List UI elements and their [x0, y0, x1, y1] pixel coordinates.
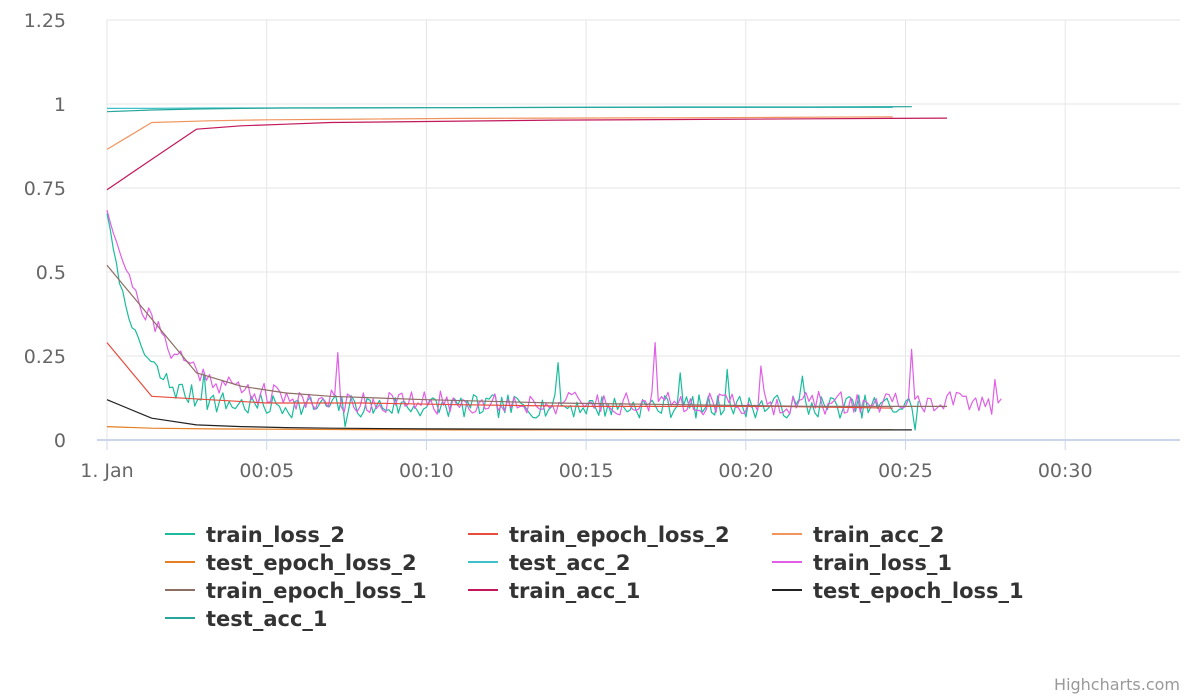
series-line-test-epoch-loss-1[interactable]: [106, 399, 912, 431]
y-tick-label: 0: [54, 430, 66, 452]
legend-item-train-loss-1[interactable]: train_loss_1: [772, 551, 952, 575]
series-line-train-acc-2[interactable]: [106, 116, 893, 150]
legend-label: train_acc_1: [509, 579, 640, 603]
legend-item-test-acc-2[interactable]: test_acc_2: [468, 551, 631, 575]
axes: 0 0.25 0.5 0.75 1 1.25 1. Jan 00:05 00:10 00:15 00…: [24, 10, 1180, 482]
legend-item-train-loss-2[interactable]: train_loss_2: [165, 523, 345, 547]
legend-item-test-acc-1[interactable]: test_acc_1: [165, 607, 328, 631]
y-tick-label: 0.75: [24, 178, 66, 200]
legend-label: train_loss_2: [206, 523, 345, 547]
legend-item-train-epoch-loss-2[interactable]: train_epoch_loss_2: [468, 523, 730, 547]
y-tick-label: 1: [54, 94, 66, 116]
legend-label: train_epoch_loss_2: [509, 523, 730, 547]
legend-label: train_acc_2: [813, 523, 944, 547]
series-line-train-epoch-loss-2[interactable]: [106, 342, 893, 409]
series-line-train-epoch-loss-1[interactable]: [106, 264, 947, 407]
series-group: [106, 106, 1002, 431]
legend-label: train_loss_1: [813, 551, 952, 575]
grid: [106, 19, 1180, 440]
x-tick-label: 00:05: [239, 460, 294, 482]
x-tick-label: 1. Jan: [80, 460, 133, 482]
series-line-train-loss-2[interactable]: [106, 213, 919, 431]
legend-item-train-epoch-loss-1[interactable]: train_epoch_loss_1: [165, 579, 427, 603]
legend-item-train-acc-1[interactable]: train_acc_1: [468, 579, 640, 603]
series-line-train-loss-1[interactable]: [106, 209, 1002, 416]
x-tick-label: 00:25: [878, 460, 933, 482]
series-line-train-acc-1[interactable]: [106, 117, 948, 191]
x-tick-label: 00:30: [1038, 460, 1093, 482]
legend-item-test-epoch-loss-1[interactable]: test_epoch_loss_1: [772, 579, 1024, 603]
series-line-test-acc-1[interactable]: [106, 106, 912, 113]
legend-item-train-acc-2[interactable]: train_acc_2: [772, 523, 944, 547]
legend-item-test-epoch-loss-2[interactable]: test_epoch_loss_2: [165, 551, 417, 575]
legend-label: test_acc_1: [206, 607, 328, 631]
legend-label: test_epoch_loss_1: [813, 579, 1024, 603]
credits-label[interactable]: Highcharts.com: [1054, 675, 1180, 694]
y-tick-label: 1.25: [24, 10, 66, 32]
y-tick-label: 0.5: [36, 262, 66, 284]
legend-label: test_acc_2: [509, 551, 631, 575]
legend-label: test_epoch_loss_2: [206, 551, 417, 575]
x-tick-label: 00:10: [399, 460, 454, 482]
legend-label: train_epoch_loss_1: [206, 579, 427, 603]
x-tick-label: 00:20: [718, 460, 773, 482]
y-tick-label: 0.25: [24, 346, 66, 368]
legend: train_loss_2 train_epoch_loss_2 train_acc_…: [165, 523, 1024, 631]
x-tick-label: 00:15: [559, 460, 614, 482]
